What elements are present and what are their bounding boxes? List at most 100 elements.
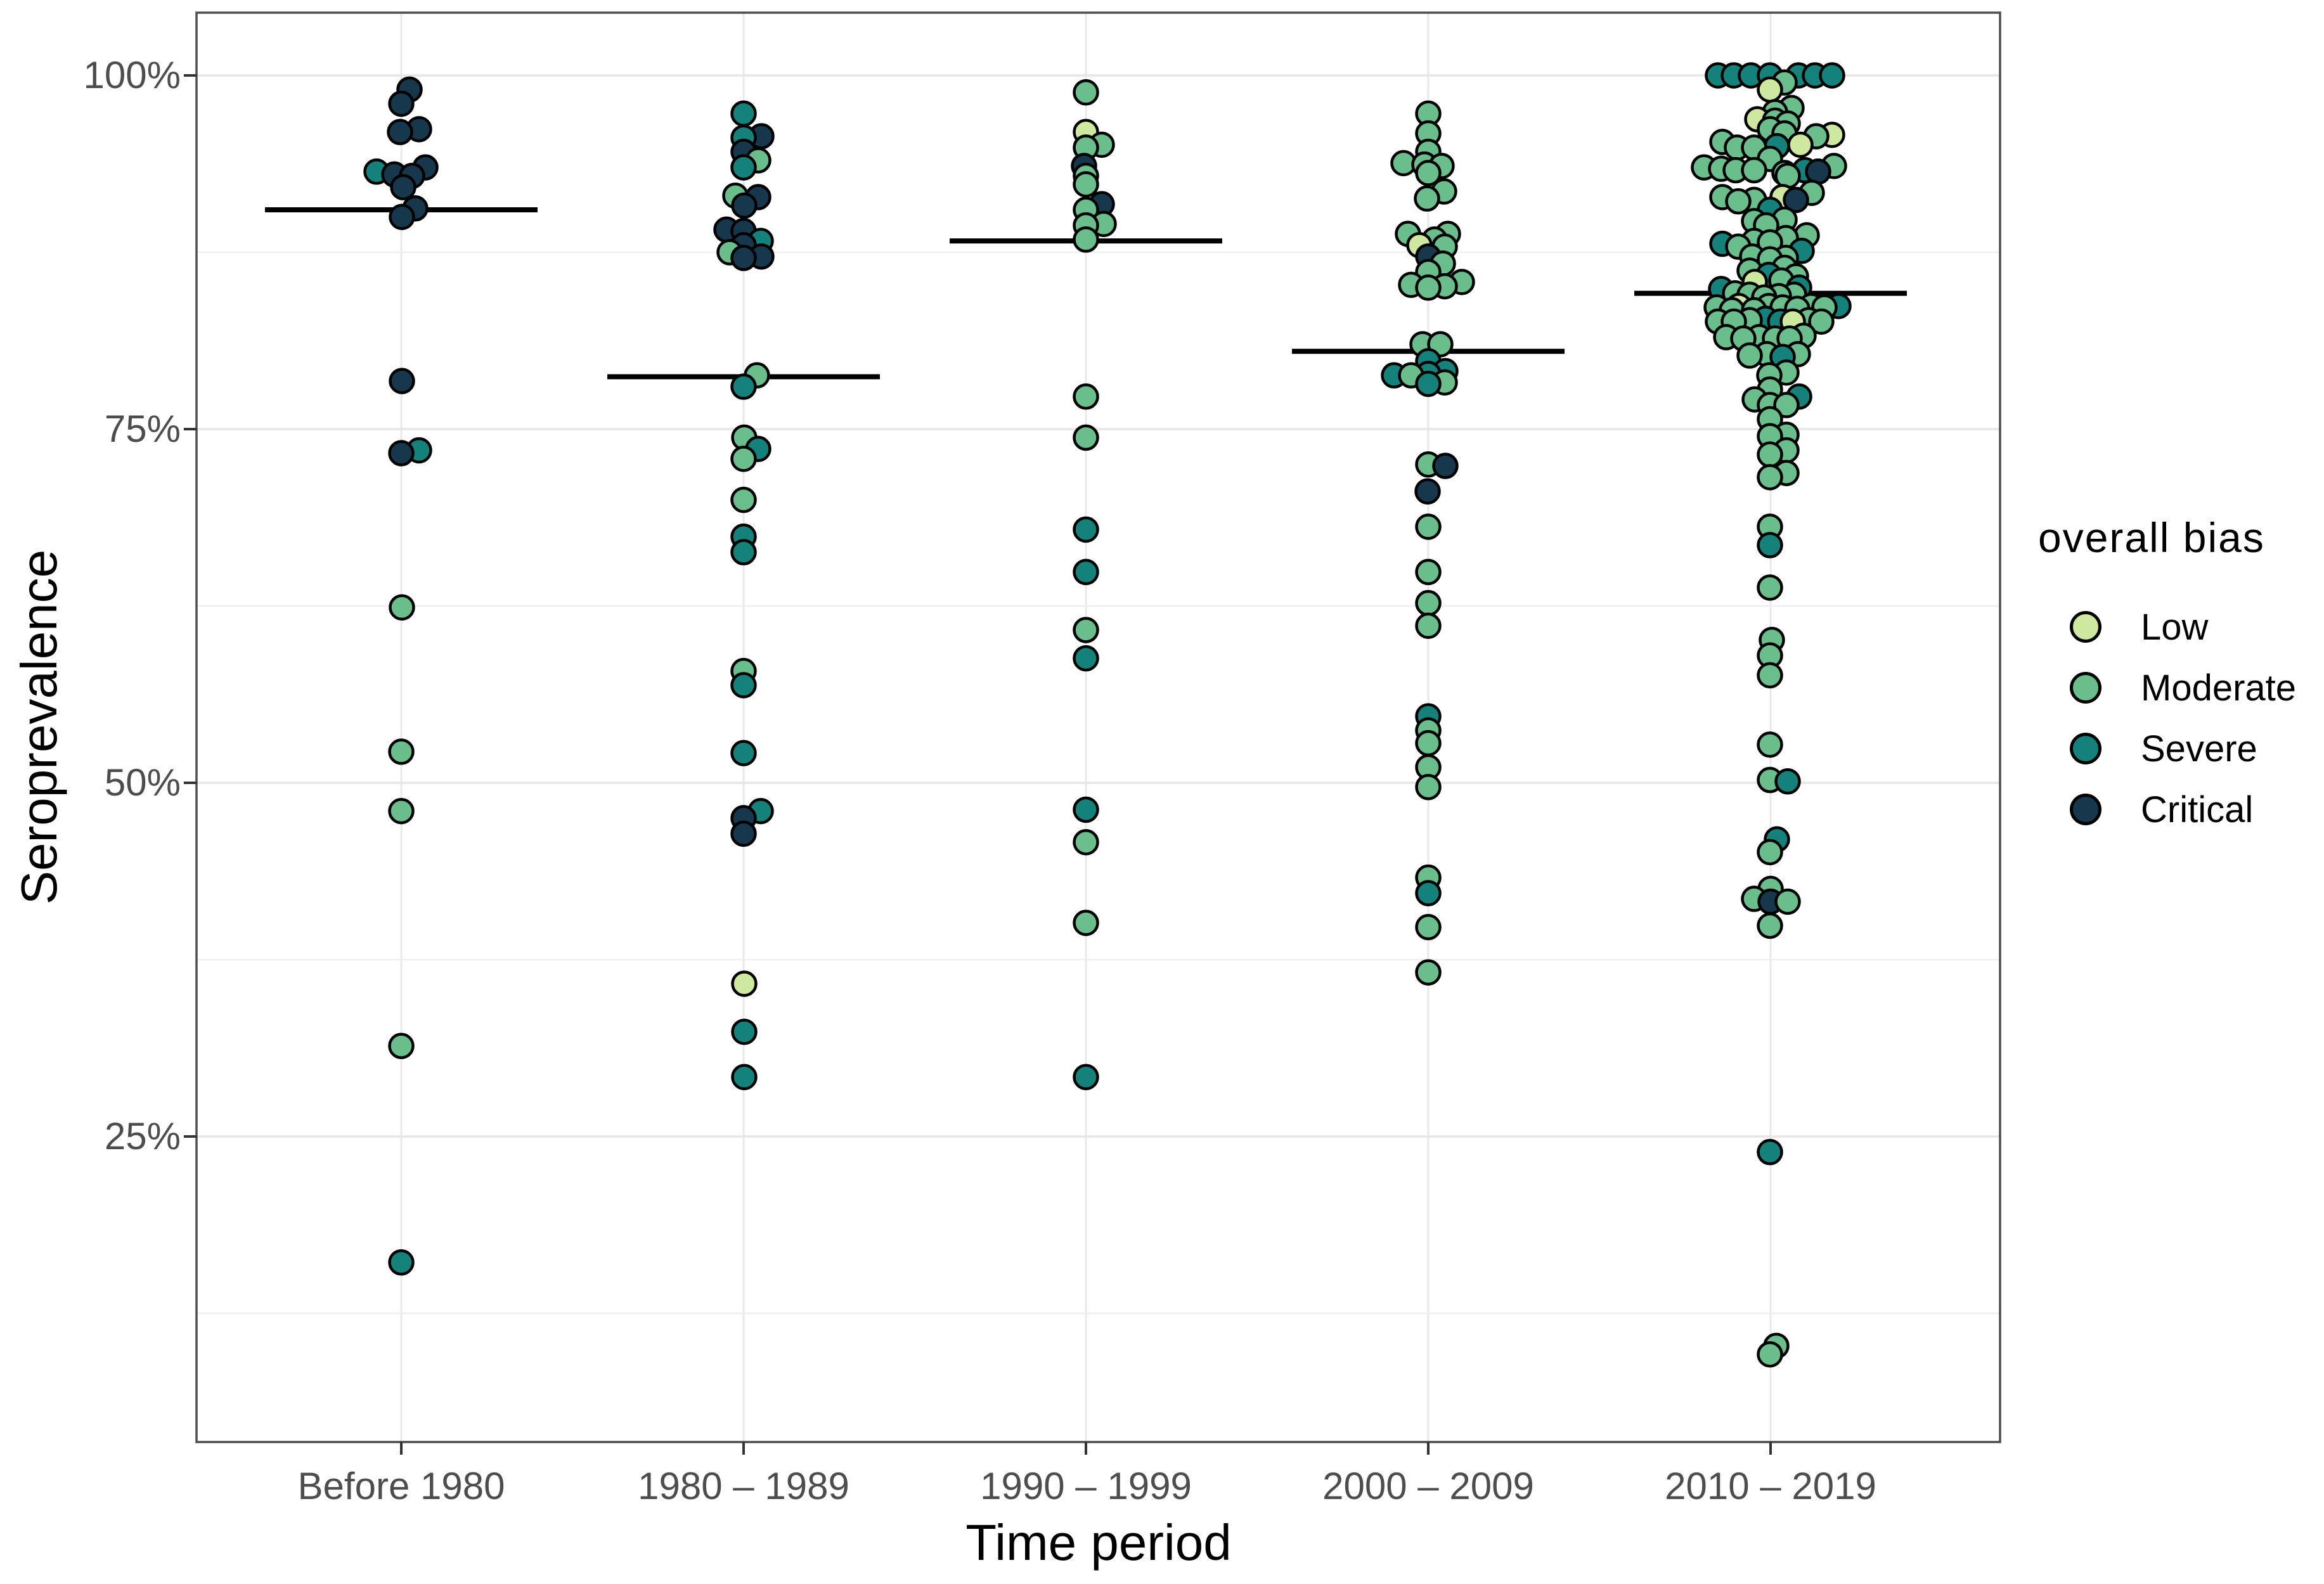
data-point <box>1773 392 1800 418</box>
data-point <box>390 174 416 201</box>
y-axis-title: Seroprevalence <box>11 549 67 905</box>
y-tick-label: 25% <box>104 1115 181 1157</box>
legend-item-severe: Severe <box>2038 718 2317 779</box>
legend-key-circle <box>2070 794 2101 825</box>
data-point <box>1415 370 1442 397</box>
panel-background <box>197 13 2000 1442</box>
data-point <box>730 740 757 766</box>
data-point <box>730 373 757 400</box>
data-point <box>730 100 757 127</box>
data-point <box>1725 188 1752 215</box>
x-axis-title: Time period <box>965 1514 1232 1571</box>
data-point <box>1757 731 1783 758</box>
data-point <box>1783 186 1809 214</box>
data-point <box>388 1033 415 1059</box>
x-tick-label: Before 1980 <box>297 1465 505 1507</box>
data-point <box>730 539 757 565</box>
data-point <box>388 440 415 467</box>
data-point <box>1757 464 1783 491</box>
data-point <box>1073 1064 1099 1091</box>
data-point <box>1415 773 1442 801</box>
y-tick-label: 75% <box>104 408 181 450</box>
data-point <box>730 446 757 472</box>
data-point <box>1073 171 1099 198</box>
data-point <box>1757 839 1783 866</box>
panel-border <box>195 11 2001 1443</box>
legend-key-circle <box>2070 733 2101 764</box>
data-point <box>730 245 757 271</box>
data-point <box>730 820 757 847</box>
data-point <box>1073 516 1099 543</box>
data-point <box>1415 589 1442 617</box>
legend: overall bias Low Moderate Severe Critical <box>2038 513 2317 840</box>
legend-key-circle <box>2070 611 2101 643</box>
data-point <box>1415 730 1442 757</box>
data-point <box>1819 62 1845 89</box>
data-point <box>731 192 758 219</box>
data-point <box>1757 912 1783 939</box>
data-point <box>1415 513 1442 540</box>
data-point <box>1415 913 1442 941</box>
data-point <box>1073 828 1099 856</box>
legend-item-label: Low <box>2141 606 2209 648</box>
data-point <box>1757 1341 1783 1368</box>
data-point <box>389 203 415 230</box>
y-tick-label: 50% <box>104 761 181 804</box>
data-point <box>1414 478 1441 505</box>
legend-item-moderate: Moderate <box>2038 657 2317 718</box>
data-point <box>1741 157 1767 184</box>
data-point <box>1073 645 1099 672</box>
data-point <box>1073 910 1099 936</box>
data-point <box>730 672 757 699</box>
data-point <box>1757 1138 1783 1166</box>
data-point <box>388 738 415 765</box>
data-point <box>731 1064 758 1091</box>
legend-title: overall bias <box>2038 514 2265 561</box>
data-point <box>1757 76 1783 103</box>
data-point <box>730 486 757 513</box>
data-point <box>388 797 415 825</box>
legend-key-circle <box>2070 672 2101 704</box>
data-point <box>1414 185 1440 212</box>
x-tick-label: 1980 – 1989 <box>638 1465 849 1507</box>
data-point <box>389 368 415 394</box>
data-point <box>1073 796 1099 823</box>
x-tick-label: 1990 – 1999 <box>980 1465 1192 1507</box>
data-point <box>1073 226 1099 253</box>
data-point <box>1736 342 1763 369</box>
data-point <box>1415 612 1442 639</box>
data-point <box>388 90 415 117</box>
data-point <box>1415 959 1442 986</box>
legend-item-low: Low <box>2038 596 2317 657</box>
data-point <box>1415 880 1442 906</box>
data-point <box>1073 383 1099 410</box>
legend-item-label: Critical <box>2141 789 2254 830</box>
data-point <box>1774 162 1801 190</box>
data-point <box>1073 558 1099 586</box>
data-point <box>1415 274 1442 301</box>
data-point <box>1415 160 1442 186</box>
x-tick-label: 2010 – 2019 <box>1665 1465 1876 1507</box>
data-point <box>731 970 758 997</box>
data-point <box>1774 768 1801 795</box>
data-point <box>1073 79 1099 106</box>
x-tick-label: 2000 – 2009 <box>1322 1465 1534 1507</box>
data-point <box>1757 532 1783 558</box>
legend-item-label: Severe <box>2141 728 2257 769</box>
legend-items: Low Moderate Severe Critical <box>2038 596 2317 840</box>
data-point <box>1757 574 1783 601</box>
data-point <box>730 154 757 181</box>
data-point <box>1073 424 1099 451</box>
data-point <box>1432 453 1459 479</box>
data-point <box>1787 131 1814 158</box>
data-point <box>1808 308 1835 335</box>
data-point <box>1415 558 1442 586</box>
data-point <box>388 1249 415 1276</box>
data-point <box>387 119 413 146</box>
legend-item-label: Moderate <box>2141 667 2297 709</box>
data-point <box>389 594 415 621</box>
legend-item-critical: Critical <box>2038 779 2317 840</box>
data-point <box>1757 662 1783 689</box>
